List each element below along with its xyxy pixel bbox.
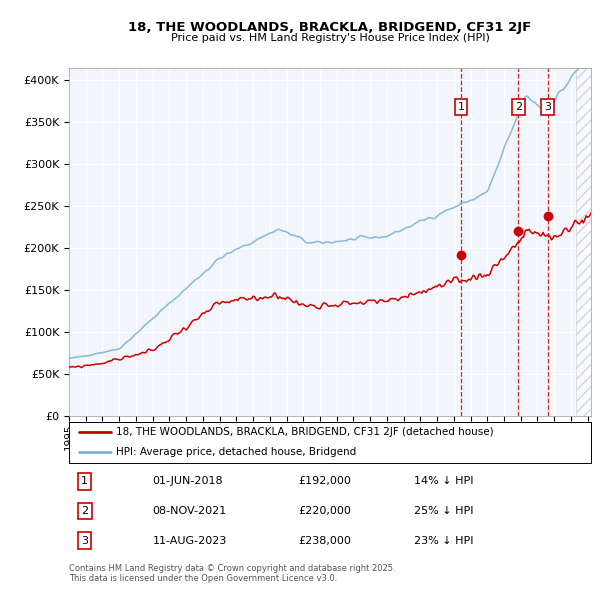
Text: 08-NOV-2021: 08-NOV-2021 [152, 506, 227, 516]
Text: 3: 3 [81, 536, 88, 546]
Text: 2: 2 [81, 506, 88, 516]
Text: 3: 3 [544, 102, 551, 112]
Text: 25% ↓ HPI: 25% ↓ HPI [413, 506, 473, 516]
Text: 01-JUN-2018: 01-JUN-2018 [152, 476, 223, 486]
Text: Contains HM Land Registry data © Crown copyright and database right 2025.
This d: Contains HM Land Registry data © Crown c… [69, 563, 395, 583]
Text: £238,000: £238,000 [299, 536, 352, 546]
Text: £192,000: £192,000 [299, 476, 352, 486]
Bar [576, 68, 599, 416]
Text: HPI: Average price, detached house, Bridgend: HPI: Average price, detached house, Brid… [116, 447, 356, 457]
Text: Price paid vs. HM Land Registry's House Price Index (HPI): Price paid vs. HM Land Registry's House … [170, 33, 490, 43]
Text: 23% ↓ HPI: 23% ↓ HPI [413, 536, 473, 546]
Text: 1: 1 [81, 476, 88, 486]
Text: 1: 1 [457, 102, 464, 112]
Text: 18, THE WOODLANDS, BRACKLA, BRIDGEND, CF31 2JF (detached house): 18, THE WOODLANDS, BRACKLA, BRIDGEND, CF… [116, 427, 494, 437]
Text: 14% ↓ HPI: 14% ↓ HPI [413, 476, 473, 486]
Text: 2: 2 [515, 102, 522, 112]
Text: £220,000: £220,000 [299, 506, 352, 516]
Bar [576, 68, 599, 416]
Text: 18, THE WOODLANDS, BRACKLA, BRIDGEND, CF31 2JF: 18, THE WOODLANDS, BRACKLA, BRIDGEND, CF… [128, 21, 532, 34]
Text: 11-AUG-2023: 11-AUG-2023 [152, 536, 227, 546]
